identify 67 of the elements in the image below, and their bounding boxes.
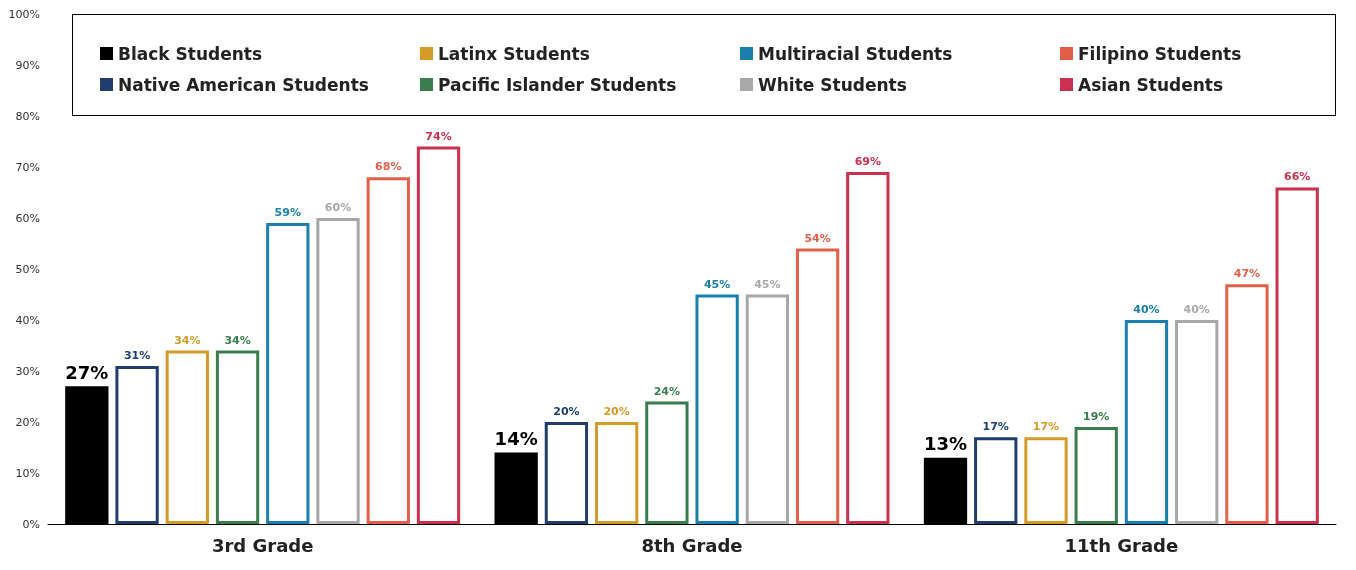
data-label: 17%	[982, 420, 1009, 434]
legend-label: White Students	[758, 74, 907, 95]
bar	[1175, 320, 1219, 524]
bar	[316, 218, 360, 524]
bar	[974, 437, 1018, 524]
bar	[1124, 320, 1169, 524]
legend-label: Asian Students	[1078, 74, 1224, 95]
x-tick-label: 11th Grade	[1064, 534, 1179, 556]
y-tick-label: 100%	[8, 7, 40, 21]
bar	[266, 223, 310, 524]
data-label: 24%	[653, 384, 681, 398]
data-label: 60%	[324, 201, 352, 214]
data-label: 13%	[923, 433, 968, 455]
y-tick-label: 50%	[15, 262, 40, 276]
data-label: 74%	[425, 129, 452, 143]
y-tick-label: 40%	[15, 313, 40, 327]
bar	[645, 401, 689, 524]
data-label: 34%	[224, 333, 251, 347]
y-tick-label: 20%	[15, 415, 40, 429]
legend-label: Native American Students	[118, 74, 369, 95]
bar	[544, 422, 589, 524]
x-tick-label: 8th Grade	[641, 534, 743, 556]
bar	[594, 422, 639, 524]
legend-label: Filipino Students	[1078, 43, 1242, 64]
data-label: 14%	[494, 428, 538, 450]
bar	[846, 172, 890, 524]
bar	[165, 350, 209, 524]
bar	[745, 294, 790, 524]
data-label: 19%	[1083, 410, 1110, 424]
data-label: 17%	[1032, 420, 1060, 434]
data-label: 34%	[174, 333, 201, 347]
data-label: 54%	[804, 231, 831, 245]
bar	[1225, 284, 1269, 524]
bar	[416, 146, 461, 524]
data-label: 69%	[854, 155, 882, 169]
data-label: 20%	[603, 405, 630, 418]
x-tick-label: 3rd Grade	[211, 534, 314, 556]
bar	[115, 365, 159, 524]
y-tick-label: 90%	[15, 58, 40, 72]
y-tick-label: 30%	[15, 364, 40, 378]
bar	[795, 248, 840, 524]
legend-label: Latinx Students	[438, 43, 590, 64]
data-label: 66%	[1284, 170, 1311, 184]
legend-label: Black Students	[118, 43, 263, 64]
y-tick-label: 70%	[15, 160, 40, 174]
data-label: 27%	[65, 361, 109, 383]
bar	[1275, 187, 1319, 524]
y-tick-label: 10%	[15, 466, 40, 480]
data-label: 68%	[375, 160, 402, 174]
bar	[366, 177, 410, 524]
bar	[695, 294, 739, 524]
bar	[1074, 427, 1118, 524]
data-label: 40%	[1133, 303, 1160, 316]
data-label: 45%	[754, 277, 781, 291]
y-tick-label: 80%	[15, 109, 40, 123]
bar	[1024, 437, 1068, 524]
y-tick-label: 60%	[15, 211, 40, 225]
data-label: 47%	[1233, 267, 1261, 281]
legend-label: Multiracial Students	[758, 43, 953, 64]
data-label: 40%	[1183, 303, 1210, 316]
data-label: 20%	[553, 405, 580, 418]
y-tick-label: 0%	[22, 517, 40, 531]
bar	[215, 350, 260, 524]
data-label: 45%	[703, 277, 731, 291]
data-label: 59%	[274, 206, 301, 220]
legend-label: Pacific Islander Students	[438, 74, 677, 95]
data-label: 31%	[123, 348, 151, 362]
